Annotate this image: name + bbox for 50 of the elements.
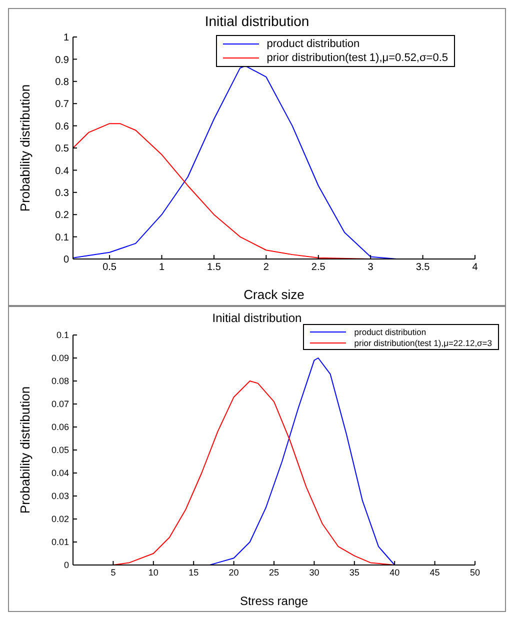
chart-title: Initial distribution [204,13,310,29]
x-tick-label: 4 [472,262,478,274]
y-tick-label: 0.1 [55,232,70,244]
legend-label: prior distribution(test 1),μ=0.52,σ=0.5 [266,52,448,64]
y-tick-label: 0.05 [51,445,69,456]
x-tick-label: 35 [349,567,360,578]
y-tick-label: 0.04 [51,468,69,478]
y-tick-label: 0.7 [55,99,70,110]
x-tick-label: 2 [263,262,270,274]
y-tick-label: 0.06 [51,422,69,432]
x-tick-label: 3.5 [416,262,430,274]
y-tick-label: 1 [63,32,70,44]
x-tick-label: 1.5 [207,262,222,274]
y-tick-label: 0.08 [51,376,69,386]
x-tick-label: 20 [228,567,239,578]
x-tick-label: 5 [110,567,116,578]
y-tick-label: 0.4 [55,166,70,177]
legend-label: product distribution [354,326,426,336]
x-tick-label: 15 [188,567,199,578]
x-tick-label: 50 [470,567,480,578]
y-tick-label: 0.02 [51,514,69,524]
y-tick-label: 0.3 [55,188,70,199]
x-tick-label: 30 [309,567,320,578]
y-tick-label: 0.9 [55,54,70,66]
x-tick-label: 2.5 [311,262,326,274]
y-tick-label: 0.01 [51,537,69,548]
y-tick-label: 0 [64,560,69,570]
x-axis-title: Crack size [244,287,304,302]
y-tick-label: 0.6 [55,121,70,132]
x-tick-label: 40 [390,567,400,578]
chart-title: Initial distribution [211,311,303,327]
x-tick-label: 10 [148,567,158,578]
y-tick-label: 0.07 [51,399,69,410]
y-tick-label: 0.1 [56,330,69,340]
y-tick-label: 0.03 [51,491,69,502]
y-tick-label: 0.09 [51,353,69,364]
y-tick-label: 0.8 [55,76,70,88]
x-tick-label: 25 [268,567,280,578]
x-tick-label: 45 [430,567,440,578]
x-tick-label: 3 [368,262,374,274]
y-axis-title: Probability distribution [18,84,33,212]
legend-label: prior distribution(test 1),μ=22.12,σ=3 [354,338,492,348]
y-tick-label: 0.5 [55,144,70,155]
legend-label: product distribution [266,38,360,50]
y-axis-title: Probability distribution [18,386,33,514]
y-tick-label: 0.2 [55,210,70,222]
x-tick-label: 1 [158,262,165,274]
x-axis-title: Stress range [240,594,308,608]
x-tick-label: 0.5 [102,262,117,274]
y-tick-label: 0 [63,254,70,266]
